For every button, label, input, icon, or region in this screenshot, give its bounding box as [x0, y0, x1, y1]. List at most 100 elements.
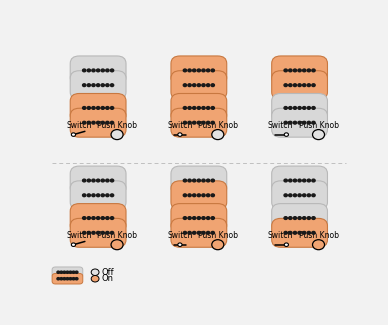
Circle shape [206, 194, 210, 197]
Text: Switch: Switch [167, 231, 192, 240]
Circle shape [211, 107, 215, 109]
Circle shape [202, 194, 205, 197]
FancyBboxPatch shape [272, 218, 327, 247]
Circle shape [312, 130, 324, 140]
Circle shape [101, 179, 104, 182]
Circle shape [303, 231, 306, 234]
Circle shape [293, 107, 296, 109]
Circle shape [289, 84, 292, 86]
Circle shape [188, 121, 191, 124]
Circle shape [293, 69, 296, 72]
FancyBboxPatch shape [173, 168, 225, 208]
Circle shape [97, 107, 100, 109]
Circle shape [106, 107, 109, 109]
Circle shape [83, 179, 86, 182]
Circle shape [293, 217, 296, 219]
Circle shape [284, 84, 288, 86]
Circle shape [91, 276, 99, 282]
Circle shape [211, 179, 215, 182]
Circle shape [206, 217, 210, 219]
Circle shape [110, 121, 114, 124]
Circle shape [312, 69, 315, 72]
Text: Push Knob: Push Knob [97, 231, 137, 240]
Circle shape [178, 243, 182, 246]
Circle shape [92, 69, 95, 72]
Circle shape [101, 107, 104, 109]
Circle shape [312, 240, 324, 250]
Circle shape [202, 179, 205, 182]
Circle shape [69, 271, 72, 273]
Circle shape [92, 217, 95, 219]
Circle shape [211, 121, 215, 124]
Circle shape [83, 217, 86, 219]
Circle shape [71, 133, 76, 136]
Circle shape [110, 84, 114, 86]
Circle shape [106, 121, 109, 124]
Circle shape [284, 243, 288, 246]
Circle shape [284, 69, 288, 72]
Text: On: On [101, 274, 113, 283]
Circle shape [192, 121, 196, 124]
Circle shape [92, 121, 95, 124]
Text: Push Knob: Push Knob [97, 121, 137, 130]
Circle shape [97, 231, 100, 234]
Circle shape [87, 217, 90, 219]
Circle shape [307, 179, 310, 182]
Circle shape [72, 278, 75, 280]
Circle shape [111, 240, 123, 250]
Circle shape [202, 231, 205, 234]
Circle shape [192, 217, 196, 219]
FancyBboxPatch shape [272, 108, 327, 137]
Circle shape [101, 121, 104, 124]
FancyBboxPatch shape [70, 181, 126, 210]
Circle shape [92, 231, 95, 234]
Circle shape [57, 271, 60, 273]
Circle shape [298, 84, 301, 86]
Circle shape [188, 84, 191, 86]
Circle shape [289, 107, 292, 109]
Circle shape [192, 231, 196, 234]
FancyBboxPatch shape [72, 96, 124, 135]
Circle shape [284, 194, 288, 197]
Circle shape [97, 179, 100, 182]
Circle shape [202, 69, 205, 72]
Circle shape [87, 231, 90, 234]
FancyBboxPatch shape [272, 181, 327, 210]
Circle shape [183, 194, 187, 197]
Circle shape [197, 194, 201, 197]
Circle shape [75, 271, 78, 273]
Circle shape [211, 84, 215, 86]
Circle shape [298, 179, 301, 182]
FancyBboxPatch shape [274, 206, 326, 245]
FancyBboxPatch shape [70, 71, 126, 100]
FancyBboxPatch shape [52, 273, 83, 284]
Circle shape [101, 217, 104, 219]
Circle shape [183, 231, 187, 234]
Circle shape [298, 231, 301, 234]
Circle shape [60, 278, 63, 280]
Circle shape [92, 179, 95, 182]
Circle shape [110, 231, 114, 234]
Text: Switch: Switch [268, 121, 293, 130]
FancyBboxPatch shape [72, 206, 124, 245]
Circle shape [183, 84, 187, 86]
Circle shape [111, 130, 123, 140]
Circle shape [212, 240, 224, 250]
Circle shape [307, 194, 310, 197]
Circle shape [83, 84, 86, 86]
Circle shape [110, 194, 114, 197]
Circle shape [289, 121, 292, 124]
Circle shape [110, 107, 114, 109]
Circle shape [298, 69, 301, 72]
Circle shape [197, 84, 201, 86]
Circle shape [87, 69, 90, 72]
Circle shape [303, 107, 306, 109]
Circle shape [284, 107, 288, 109]
Circle shape [183, 69, 187, 72]
FancyBboxPatch shape [173, 206, 225, 245]
Circle shape [289, 231, 292, 234]
Circle shape [206, 69, 210, 72]
Circle shape [66, 271, 69, 273]
Circle shape [192, 179, 196, 182]
Circle shape [206, 179, 210, 182]
